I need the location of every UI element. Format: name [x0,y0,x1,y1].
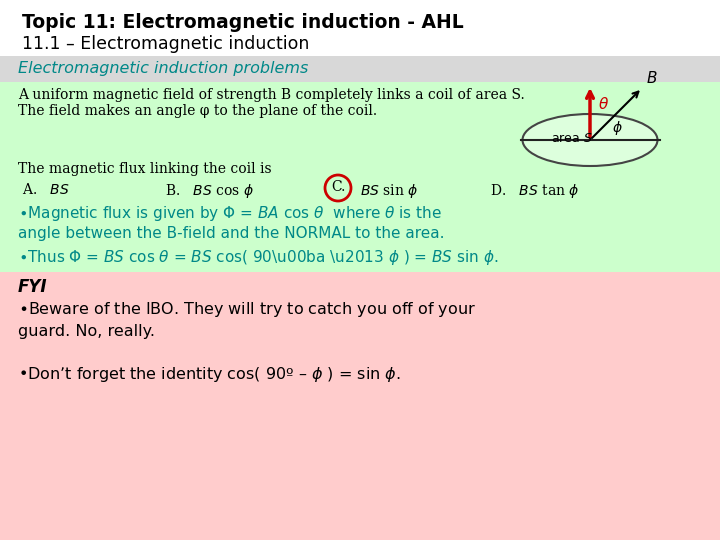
Text: angle between the B-field and the NORMAL to the area.: angle between the B-field and the NORMAL… [18,226,444,241]
Text: The field makes an angle φ to the plane of the coil.: The field makes an angle φ to the plane … [18,104,377,118]
Text: $\phi$: $\phi$ [612,119,623,137]
Text: $\mathit{BS}$ sin $\phi$: $\mathit{BS}$ sin $\phi$ [360,182,418,200]
Text: $\bullet$Beware of the IBO. They will try to catch you off of your: $\bullet$Beware of the IBO. They will tr… [18,300,476,319]
Text: 11.1 – Electromagnetic induction: 11.1 – Electromagnetic induction [22,35,310,53]
Text: $\mathit{B}$: $\mathit{B}$ [646,70,657,86]
Text: $\theta$: $\theta$ [598,96,609,112]
Text: B.   $\mathit{BS}$ cos $\phi$: B. $\mathit{BS}$ cos $\phi$ [165,182,254,200]
Bar [0,272,720,540]
Text: $\bullet$Thus $\Phi$ = $\mathit{BS}$ cos $\theta$ = $\mathit{BS}$ cos( 90\u00ba : $\bullet$Thus $\Phi$ = $\mathit{BS}$ cos… [18,248,498,267]
Bar [0,56,720,82]
Text: Topic 11: Electromagnetic induction - AHL: Topic 11: Electromagnetic induction - AH… [22,13,464,32]
Ellipse shape [523,114,657,166]
Text: $\bullet$Magnetic flux is given by $\Phi$ = $\mathit{BA}$ cos $\theta$  where $\: $\bullet$Magnetic flux is given by $\Phi… [18,204,442,223]
Text: C.: C. [330,180,345,194]
Bar [0,82,720,272]
Text: FYI: FYI [18,278,48,296]
Text: area $S$: area $S$ [552,132,593,145]
Text: D.   $\mathit{BS}$ tan $\phi$: D. $\mathit{BS}$ tan $\phi$ [490,182,580,200]
Text: The magnetic flux linking the coil is: The magnetic flux linking the coil is [18,162,271,176]
Text: •Don’t forget the identity cos( 90º – $\phi$ ) = sin $\phi$.: •Don’t forget the identity cos( 90º – $\… [18,365,401,384]
Text: guard. No, really.: guard. No, really. [18,324,155,339]
Text: Electromagnetic induction problems: Electromagnetic induction problems [18,62,308,77]
Text: A.   $\mathit{BS}$: A. $\mathit{BS}$ [22,182,70,197]
Text: A uniform magnetic field of strength B completely links a coil of area S.: A uniform magnetic field of strength B c… [18,88,525,102]
